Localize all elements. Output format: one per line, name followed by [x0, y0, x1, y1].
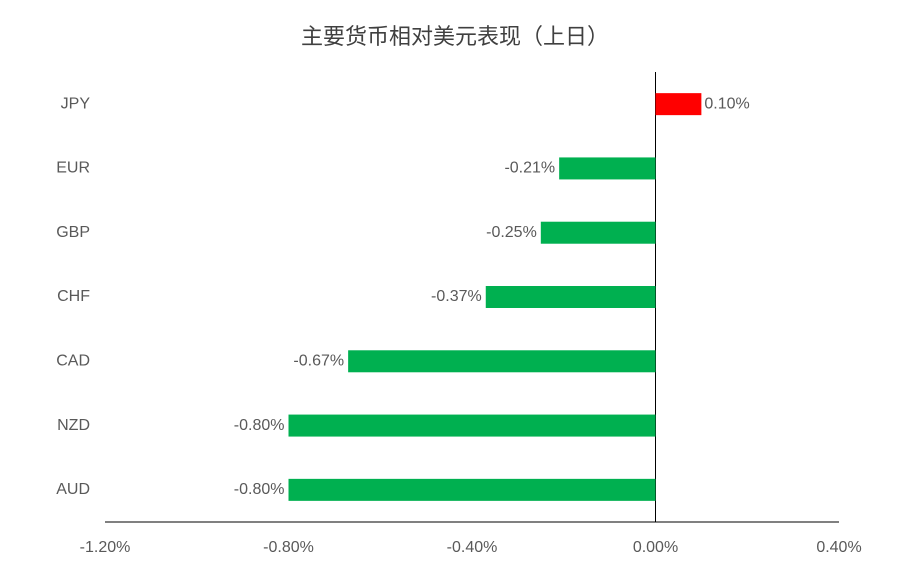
- x-tick-label: -0.80%: [263, 539, 314, 556]
- x-tick-label: 0.40%: [816, 539, 861, 556]
- x-tick-label: -0.40%: [447, 539, 498, 556]
- chart-title: 主要货币相对美元表现（上日）: [301, 24, 609, 49]
- bar: [288, 414, 656, 437]
- y-tick-label: AUD: [56, 481, 90, 498]
- value-label: -0.67%: [293, 353, 344, 370]
- value-label: -0.21%: [504, 160, 555, 177]
- y-tick-label: CAD: [56, 353, 90, 370]
- bar: [540, 221, 656, 244]
- bar: [559, 157, 656, 180]
- y-tick-label: EUR: [56, 160, 90, 177]
- value-label: -0.37%: [431, 288, 482, 305]
- y-tick-label: JPY: [61, 95, 91, 112]
- x-tick-label: -1.20%: [80, 539, 131, 556]
- value-label: -0.80%: [234, 481, 285, 498]
- y-tick-label: CHF: [57, 288, 90, 305]
- value-label: 0.10%: [704, 95, 749, 112]
- value-label: -0.25%: [486, 224, 537, 241]
- bar: [288, 478, 656, 501]
- bar: [348, 350, 656, 373]
- x-tick-label: 0.00%: [633, 539, 678, 556]
- y-tick-label: GBP: [56, 224, 90, 241]
- value-label: -0.80%: [234, 417, 285, 434]
- bar: [655, 93, 702, 116]
- bar: [485, 286, 656, 308]
- y-tick-label: NZD: [57, 417, 90, 434]
